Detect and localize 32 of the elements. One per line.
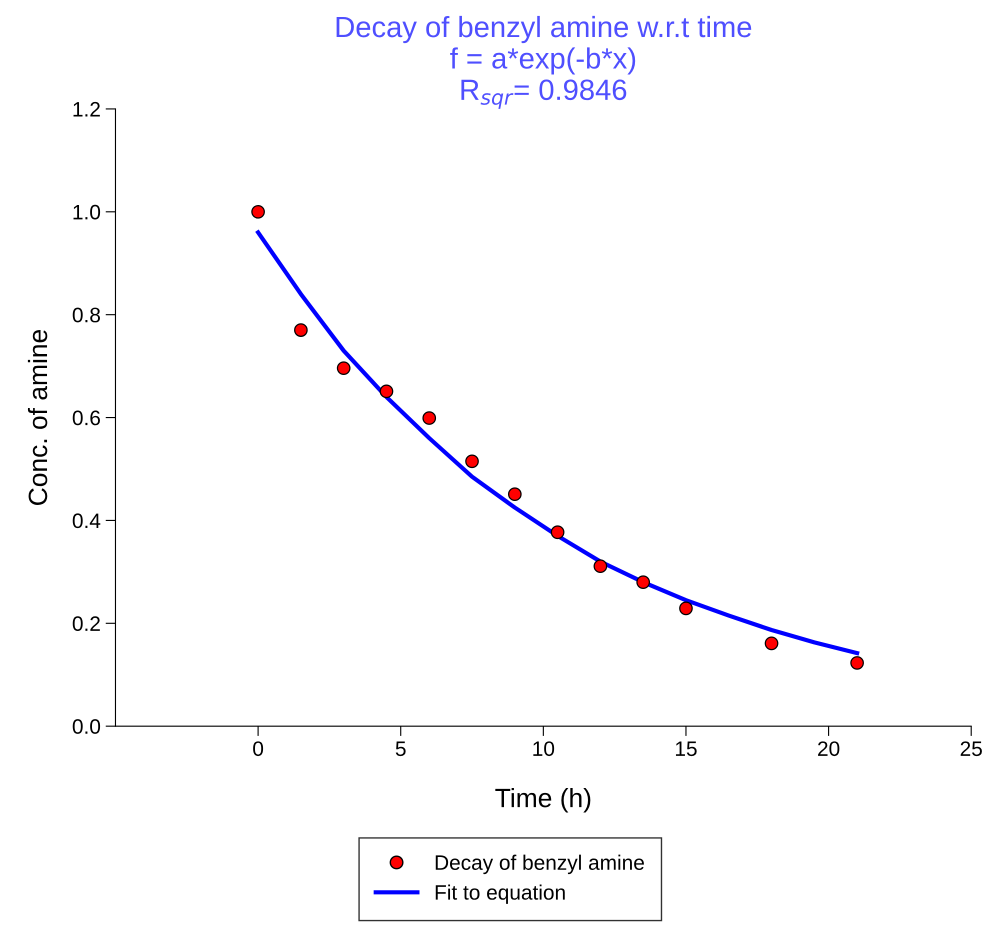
- point: [336, 361, 351, 376]
- point: [508, 487, 522, 502]
- y-tick-label: 1.2: [74, 102, 100, 116]
- point: [850, 656, 864, 670]
- y-tick-label: 0.6: [72, 410, 100, 426]
- point: [251, 204, 265, 219]
- y-tick-label: 0.8: [72, 308, 100, 322]
- x-tick-label: 20: [818, 741, 840, 756]
- y-tick-label: 0.0: [72, 719, 100, 734]
- point: [594, 559, 608, 574]
- point: [764, 636, 778, 650]
- point: [550, 525, 564, 540]
- x-axis-title: Time (h): [495, 788, 590, 813]
- chart-title: Decay of benzyl amine w.r.t time f = a*exp(-b*x) R$_{sqr}$= 0.9846: [336, 16, 752, 109]
- y-tick-label: 0.4: [72, 513, 100, 528]
- y-tick-label: 0.2: [72, 616, 100, 632]
- y-tick-label: 1.0: [74, 204, 100, 220]
- x-tick-label: 10: [533, 741, 554, 756]
- y-axis-title: Conc. of amine: [28, 330, 48, 505]
- legend-label: Decay of benzyl amine: [436, 854, 644, 874]
- legend-label: Fit to equation: [436, 884, 565, 904]
- point: [679, 602, 693, 616]
- line-series: [256, 230, 860, 656]
- point: [380, 384, 394, 398]
- x-tick-label: 5: [396, 742, 406, 756]
- x-tick-label: 0: [253, 741, 264, 756]
- point: [636, 575, 650, 589]
- x-tick-label: 25: [960, 741, 982, 756]
- point: [422, 411, 436, 425]
- point: [294, 323, 308, 337]
- x-tick-label: 15: [676, 742, 697, 756]
- point: [465, 454, 479, 468]
